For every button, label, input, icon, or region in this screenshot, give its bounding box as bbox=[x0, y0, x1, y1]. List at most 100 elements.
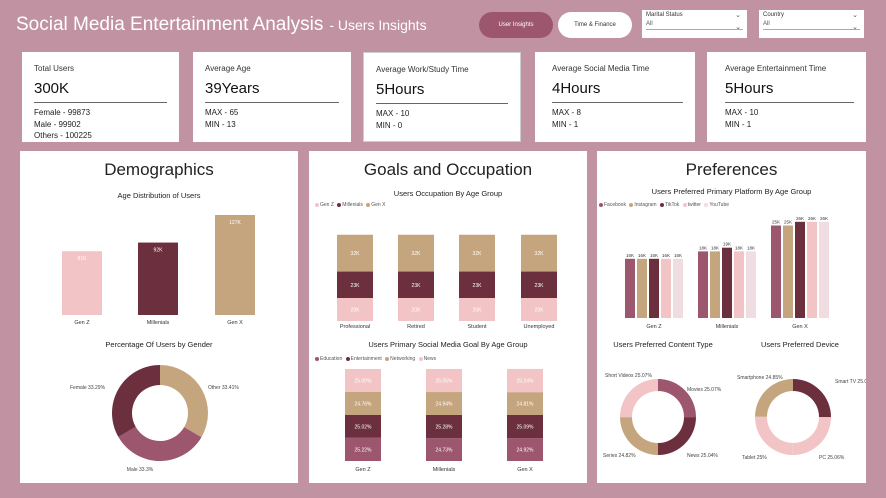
goal-segment bbox=[426, 414, 462, 439]
kpi-max: MAX - 8 bbox=[552, 108, 581, 117]
kpi-others: Others - 100225 bbox=[34, 131, 92, 140]
kpi-work-study-time: Average Work/Study Time 5Hours MAX - 10 … bbox=[363, 52, 521, 142]
platform-tick-label: Gen Z bbox=[646, 324, 662, 330]
goal-segment bbox=[426, 369, 462, 393]
preference-donut-charts: Movies 25.07% News 25.04% Series 24.82% Sho… bbox=[603, 373, 866, 461]
goal-segment bbox=[426, 438, 462, 461]
chevron-down-icon[interactable]: ⌄ bbox=[852, 12, 858, 19]
kpi-label: Average Age bbox=[205, 64, 251, 73]
kpi-label: Average Work/Study Time bbox=[376, 65, 469, 74]
platform-legend: Facebook Instagram TikTok twitter YouTub… bbox=[597, 202, 729, 208]
goal-segment bbox=[426, 392, 462, 415]
device-label: Smart TV 25.08% bbox=[835, 379, 866, 385]
kpi-min: MIN - 13 bbox=[205, 120, 236, 129]
occupation-tick-label: Unemployed bbox=[524, 324, 555, 330]
legend-item: Networking bbox=[390, 356, 416, 362]
goal-segment bbox=[345, 392, 381, 415]
platform-bar-label: 18K bbox=[747, 245, 755, 250]
chevron-down-icon[interactable]: ⌄ bbox=[852, 24, 858, 31]
age-bar-label: 92K bbox=[154, 248, 164, 254]
panel-title: Demographics bbox=[104, 160, 214, 179]
occupation-segment-label: 32K bbox=[535, 251, 545, 257]
platform-bar bbox=[673, 258, 683, 318]
occupation-segment bbox=[398, 271, 434, 298]
country-value: All bbox=[763, 21, 770, 27]
marital-status-label: Marital Status bbox=[646, 12, 683, 18]
age-bar bbox=[215, 215, 255, 315]
device-slice-tablet bbox=[755, 416, 793, 455]
legend-item: Instagram bbox=[634, 202, 657, 208]
goal-segment-label: 24.94% bbox=[436, 402, 454, 408]
demographics-panel: Demographics Age Distribution of Users 8… bbox=[20, 151, 298, 483]
platform-bar bbox=[795, 221, 805, 318]
country-slicer[interactable]: Country All ⌄ ⌄ bbox=[759, 10, 864, 38]
time-finance-button[interactable]: Time & Finance bbox=[558, 12, 632, 38]
platform-bar-label: 26K bbox=[808, 216, 816, 221]
gender-slice-female bbox=[112, 365, 160, 437]
goal-segment-label: 24.76% bbox=[355, 401, 373, 407]
panel-title: Goals and Occupation bbox=[363, 160, 533, 179]
legend-item: Gen Z bbox=[320, 202, 334, 208]
legend-item: YouTube bbox=[709, 202, 730, 208]
platform-bar-label: 16K bbox=[674, 253, 682, 258]
platform-bar-label: 25K bbox=[784, 220, 792, 225]
occupation-segment-label: 23K bbox=[535, 283, 545, 289]
device-label: Tablet 25% bbox=[742, 455, 767, 461]
goal-segment-label: 24.81% bbox=[517, 402, 535, 408]
legend-item: Facebook bbox=[604, 202, 626, 208]
occupation-segment bbox=[337, 298, 373, 321]
kpi-min: MIN - 1 bbox=[552, 120, 579, 129]
age-tick-label: Millenials bbox=[147, 320, 170, 326]
legend-item: twitter bbox=[687, 202, 701, 208]
chart-title: Percentage Of Users by Gender bbox=[105, 340, 213, 349]
kpi-value: 39Years bbox=[205, 80, 260, 97]
platform-bar bbox=[807, 221, 817, 318]
age-tick-label: Gen X bbox=[227, 320, 243, 326]
marital-status-slicer[interactable]: Marital Status All ⌄ ⌄ bbox=[642, 10, 747, 38]
goals-occupation-panel: Goals and Occupation Users Occupation By… bbox=[309, 151, 587, 483]
kpi-max: MAX - 10 bbox=[376, 109, 410, 118]
goal-tick-label: Gen X bbox=[517, 467, 533, 473]
occupation-segment-label: 32K bbox=[473, 251, 483, 257]
platform-bar-label: 18K bbox=[711, 245, 719, 250]
chevron-down-icon[interactable]: ⌄ bbox=[735, 24, 741, 31]
preferences-panel: Preferences Users Preferred Primary Plat… bbox=[597, 151, 866, 483]
kpi-value: 4Hours bbox=[552, 80, 601, 97]
device-slice-smart-tv bbox=[793, 379, 831, 418]
kpi-value: 5Hours bbox=[376, 81, 425, 98]
goal-tick-label: Millenials bbox=[433, 467, 456, 473]
goal-segment-label: 25.05% bbox=[436, 379, 454, 385]
user-insights-button[interactable]: User Insights bbox=[479, 12, 553, 38]
occupation-segment bbox=[337, 271, 373, 298]
platform-bar bbox=[661, 258, 671, 318]
title-main: Social Media Entertainment Analysis bbox=[16, 14, 324, 35]
goal-segment bbox=[345, 437, 381, 461]
kpi-label: Average Entertainment Time bbox=[725, 64, 827, 73]
content-slice-short-videos bbox=[620, 379, 658, 418]
chart-title: Users Preferred Primary Platform By Age … bbox=[651, 187, 812, 196]
kpi-average-age: Average Age 39Years MAX - 65 MIN - 13 bbox=[193, 52, 351, 142]
goal-segment-label: 25.28% bbox=[436, 425, 454, 431]
platform-chart: 16K 16K 16K 16K 16K Gen Z 18K 18K 19K 18K 18K Mille… bbox=[625, 216, 829, 330]
platform-bar bbox=[649, 258, 659, 318]
kpi-min: MIN - 0 bbox=[376, 121, 403, 130]
kpi-value: 5Hours bbox=[725, 80, 774, 97]
gender-donut-chart: Other 33.41% Male 33.3% Female 33.29% bbox=[70, 365, 239, 473]
platform-bar bbox=[783, 225, 793, 318]
occupation-tick-label: Student bbox=[468, 324, 487, 330]
legend-item: News bbox=[423, 356, 437, 362]
goal-segment-label: 25.00% bbox=[355, 379, 373, 385]
occupation-segment bbox=[459, 298, 495, 321]
goal-segment bbox=[507, 368, 543, 393]
occupation-segment bbox=[398, 234, 434, 272]
age-distribution-chart: 81K Gen Z 92K Millenials 127K Gen X bbox=[62, 215, 255, 326]
chevron-down-icon[interactable]: ⌄ bbox=[735, 12, 741, 19]
platform-bar bbox=[722, 247, 732, 318]
country-label: Country bbox=[763, 12, 785, 18]
occupation-segment-label: 23K bbox=[473, 283, 483, 289]
platform-tick-label: Millenials bbox=[716, 324, 739, 330]
platform-bar bbox=[819, 221, 829, 318]
platform-bar-label: 26K bbox=[796, 216, 804, 221]
platform-bar-label: 16K bbox=[638, 253, 646, 258]
platform-bar-label: 16K bbox=[626, 253, 634, 258]
